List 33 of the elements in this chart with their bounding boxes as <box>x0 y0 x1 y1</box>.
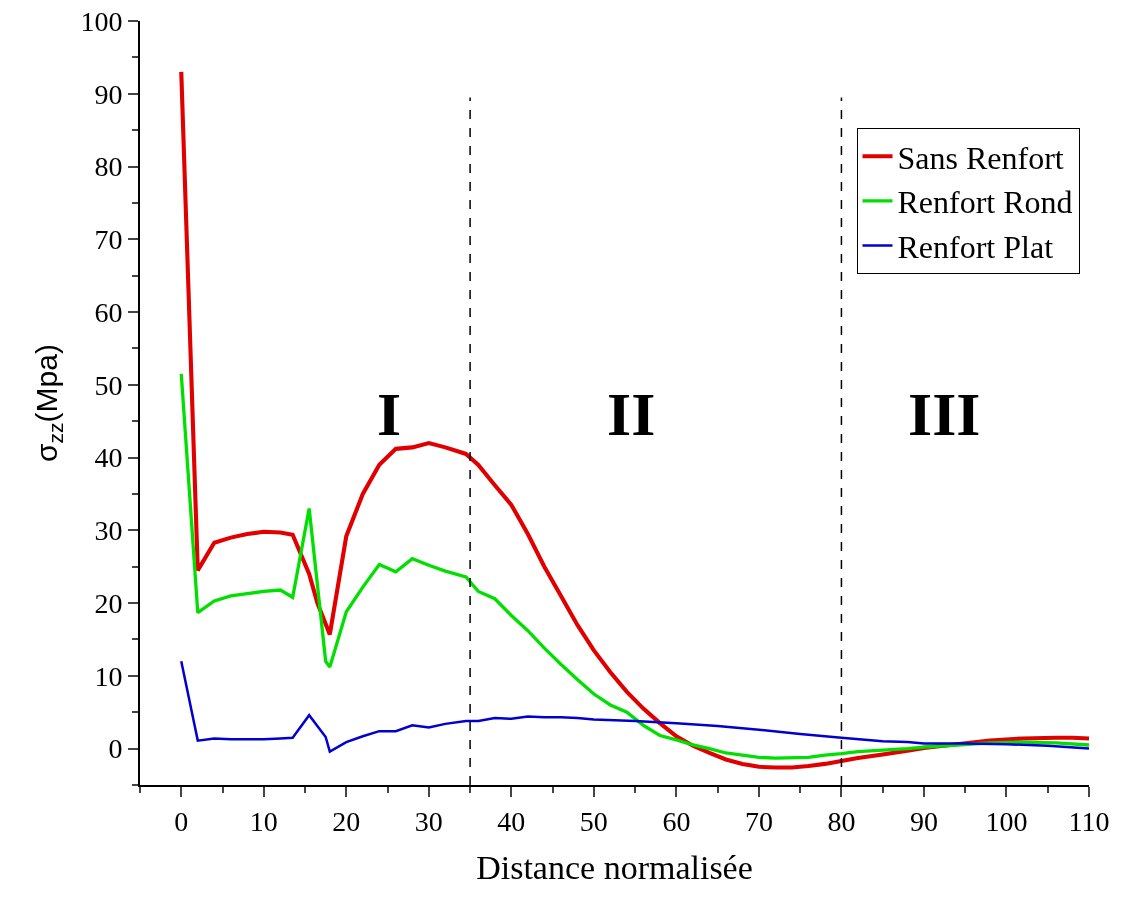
x-tick-label: 60 <box>662 805 691 837</box>
x-tick-label: 70 <box>744 805 773 837</box>
y-tick-label: 0 <box>108 733 123 765</box>
x-tick-label: 110 <box>1068 805 1110 837</box>
x-tick-label: 90 <box>909 805 938 837</box>
y-tick-label: 30 <box>94 515 123 547</box>
x-tick-label: 100 <box>985 805 1028 837</box>
y-tick-label: 60 <box>94 296 123 328</box>
annotation: III <box>908 380 981 448</box>
y-tick-label: 90 <box>94 78 123 110</box>
x-tick-label: 40 <box>497 805 526 837</box>
y-tick-label: 70 <box>94 224 123 256</box>
line-series <box>180 660 1089 753</box>
x-axis-title: Distance normalisée <box>476 849 753 887</box>
x-tick-label: 50 <box>579 805 608 837</box>
x-tick-label: 20 <box>332 805 361 837</box>
y-tick-label: 50 <box>94 369 123 401</box>
x-tick-label: 0 <box>174 805 189 837</box>
legend-label: Sans Renfort <box>897 139 1064 176</box>
y-tick-label: 20 <box>94 587 123 619</box>
y-tick-label: 10 <box>94 660 123 692</box>
line-series <box>179 372 1089 760</box>
y-tick-label: 80 <box>94 151 123 183</box>
y-tick-label: 100 <box>80 5 123 37</box>
annotation: I <box>377 380 402 448</box>
x-tick-label: 80 <box>827 805 856 837</box>
line-series <box>179 69 1089 770</box>
x-tick-label: 30 <box>414 805 443 837</box>
legend-label: Renfort Plat <box>897 228 1054 265</box>
legend-label: Renfort Rond <box>897 184 1073 221</box>
annotation: II <box>607 380 656 448</box>
x-tick-label: 10 <box>249 805 278 837</box>
y-tick-label: 40 <box>94 442 123 474</box>
